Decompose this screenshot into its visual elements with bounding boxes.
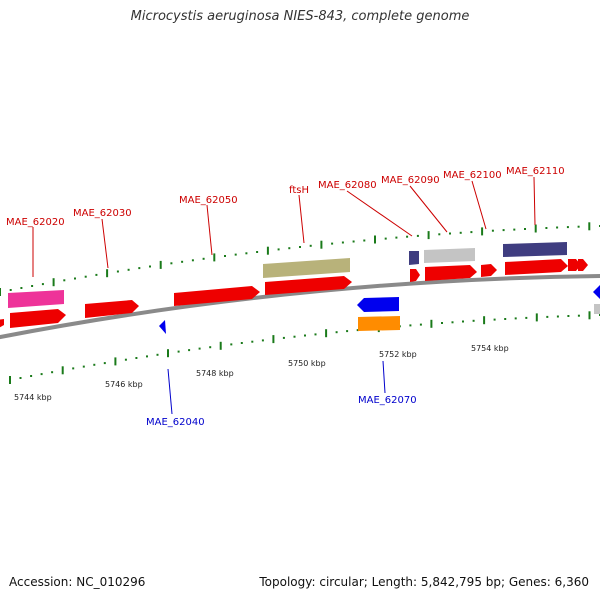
gene-label[interactable]: MAE_62020 bbox=[6, 217, 65, 228]
cds-arrow[interactable] bbox=[410, 269, 420, 282]
genome-summary-text: Topology: circular; Length: 5,842,795 bp… bbox=[259, 575, 589, 589]
gene-MAE_62070-arrow[interactable] bbox=[357, 297, 399, 312]
gene-label[interactable]: MAE_62090 bbox=[381, 175, 440, 186]
leader-line bbox=[346, 190, 413, 237]
leader-line bbox=[206, 204, 213, 256]
gene-label[interactable]: MAE_62110 bbox=[506, 166, 565, 177]
cds-arrow[interactable] bbox=[85, 300, 139, 318]
scale-label: 5750 kbp bbox=[288, 359, 326, 368]
gene-label[interactable]: MAE_62050 bbox=[179, 195, 238, 206]
gene-label[interactable]: MAE_62070 bbox=[358, 395, 417, 406]
forward-tick-track bbox=[0, 222, 600, 296]
gene-MAE_62080-small-bar[interactable] bbox=[409, 251, 419, 265]
leader-line bbox=[382, 360, 386, 394]
scale-label: 5748 kbp bbox=[196, 369, 234, 378]
scale-label: 5746 kbp bbox=[105, 380, 143, 389]
leader-line bbox=[298, 194, 305, 244]
gene-MAE_62090-bar[interactable] bbox=[424, 248, 475, 263]
leader-line bbox=[409, 185, 448, 233]
gene-MAE_62110-bar[interactable] bbox=[503, 242, 567, 257]
gene-MAE_62040-arrow[interactable] bbox=[159, 320, 166, 334]
genome-backbone bbox=[0, 274, 600, 340]
reverse-gene-edge-arrow[interactable] bbox=[593, 285, 600, 299]
scale-label: 5752 kbp bbox=[379, 350, 417, 359]
leader-line bbox=[471, 180, 487, 230]
leader-line bbox=[533, 176, 536, 226]
gene-label[interactable]: MAE_62100 bbox=[443, 170, 502, 181]
cds-arrow[interactable] bbox=[568, 259, 581, 271]
reverse-tick-track bbox=[9, 311, 600, 384]
cds-arrow[interactable] bbox=[578, 259, 588, 271]
scale-label: 5744 kbp bbox=[14, 393, 52, 402]
gene-label[interactable]: MAE_62040 bbox=[146, 417, 205, 428]
gene-ftsH-bar[interactable] bbox=[263, 258, 350, 278]
leader-line bbox=[101, 218, 109, 269]
gene-label[interactable]: ftsH bbox=[289, 185, 309, 196]
cds-arrow[interactable] bbox=[0, 319, 4, 330]
scale-label: 5754 kbp bbox=[471, 344, 509, 353]
gene-label[interactable]: MAE_62080 bbox=[318, 180, 377, 191]
cds-arrow[interactable] bbox=[481, 264, 497, 277]
gene-MAE_62020-bar[interactable] bbox=[8, 290, 64, 308]
cds-arrow[interactable] bbox=[174, 286, 260, 306]
reverse-gene-edge-bar[interactable] bbox=[594, 304, 600, 314]
cds-arrow[interactable] bbox=[505, 259, 568, 275]
cds-arrow[interactable] bbox=[425, 265, 477, 281]
cds-arrow[interactable] bbox=[10, 309, 66, 328]
cds-arrow[interactable] bbox=[265, 276, 352, 295]
gene-label[interactable]: MAE_62030 bbox=[73, 208, 132, 219]
gene-MAE_62070-bar[interactable] bbox=[358, 316, 400, 331]
accession-text: Accession: NC_010296 bbox=[9, 575, 146, 589]
leader-line bbox=[167, 368, 173, 415]
map-title: Microcystis aeruginosa NIES-843, complet… bbox=[130, 9, 470, 24]
